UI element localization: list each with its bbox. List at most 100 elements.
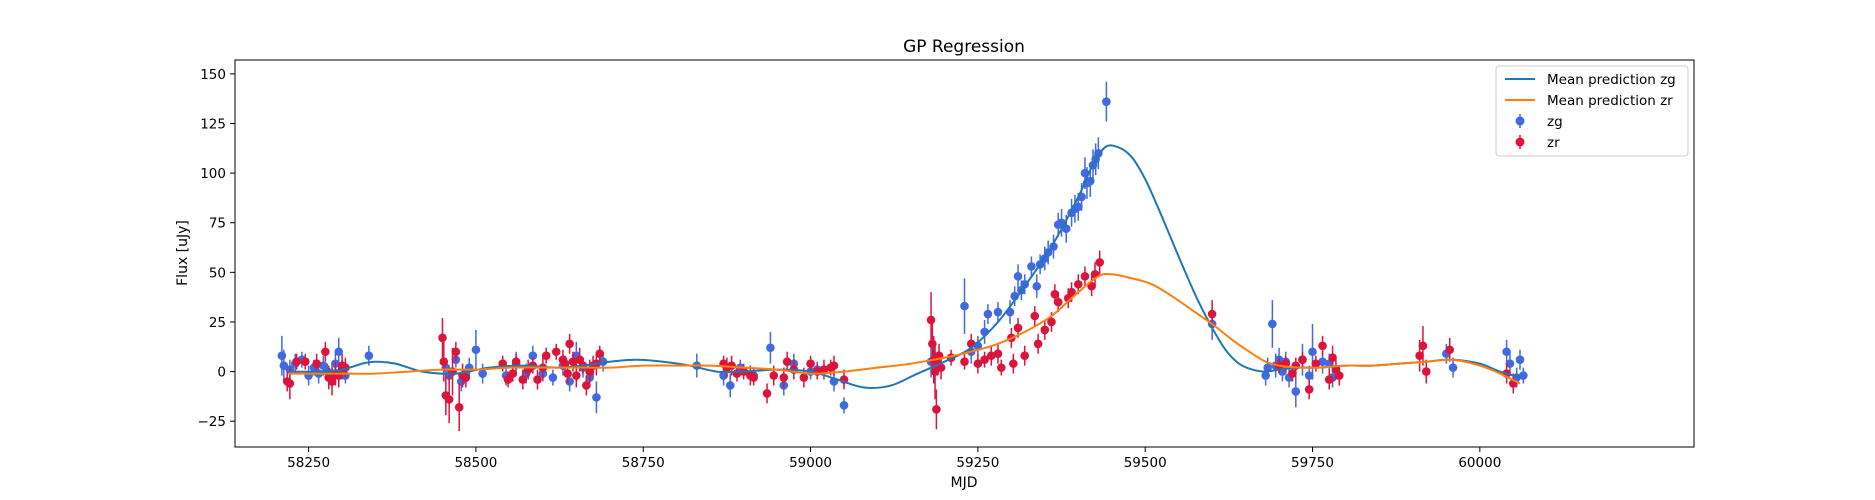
point-zr bbox=[806, 359, 815, 368]
point-zg bbox=[1263, 363, 1272, 372]
point-zr bbox=[1298, 355, 1307, 364]
point-zg bbox=[719, 371, 728, 380]
point-zr bbox=[819, 365, 829, 374]
point-zr bbox=[508, 369, 518, 378]
point-zr bbox=[829, 361, 839, 370]
point-zg bbox=[1502, 347, 1511, 357]
point-zr bbox=[1415, 351, 1424, 361]
x-tick-label: 59500 bbox=[1124, 455, 1167, 471]
point-zr bbox=[1047, 317, 1056, 327]
point-zg bbox=[725, 381, 735, 390]
point-zr bbox=[779, 373, 789, 382]
point-zg bbox=[960, 301, 969, 311]
plot-frame bbox=[234, 59, 1695, 448]
point-zr bbox=[454, 403, 464, 412]
point-zr bbox=[568, 357, 578, 366]
y-tick-label: 150 bbox=[200, 67, 226, 83]
point-zr bbox=[461, 373, 471, 382]
point-zg bbox=[766, 343, 775, 353]
point-zg bbox=[1448, 363, 1458, 372]
x-axis-label: MJD bbox=[951, 475, 978, 491]
point-zg bbox=[983, 309, 993, 319]
legend-label-mean-zg: Mean prediction zg bbox=[1547, 72, 1676, 88]
point-zr bbox=[1087, 281, 1096, 291]
x-tick-label: 58250 bbox=[287, 455, 330, 471]
point-zr bbox=[1288, 369, 1297, 378]
point-zr bbox=[1421, 367, 1431, 376]
point-zg bbox=[1268, 319, 1277, 329]
point-zr bbox=[1324, 375, 1334, 384]
point-zr bbox=[960, 357, 969, 366]
point-zr bbox=[563, 369, 572, 378]
point-zr bbox=[327, 377, 337, 386]
point-zr bbox=[503, 375, 513, 384]
point-zg bbox=[1032, 281, 1042, 291]
point-zr bbox=[518, 375, 528, 384]
point-zr bbox=[727, 361, 736, 370]
point-zr bbox=[1009, 359, 1018, 368]
point-zr bbox=[1445, 345, 1455, 355]
point-zr bbox=[993, 349, 1003, 359]
point-zr bbox=[1067, 287, 1076, 297]
point-zr bbox=[321, 347, 330, 357]
x-tick-label: 59750 bbox=[1291, 455, 1334, 471]
point-zr bbox=[444, 395, 454, 404]
point-zr bbox=[749, 373, 758, 382]
legend-box bbox=[1495, 65, 1689, 157]
point-zr bbox=[782, 357, 792, 366]
y-tick-label: 25 bbox=[209, 315, 226, 331]
point-zg bbox=[1061, 224, 1071, 233]
point-zg bbox=[478, 369, 487, 378]
point-zr bbox=[1095, 258, 1104, 267]
legend-label-zg: zg bbox=[1547, 114, 1563, 130]
plot-area bbox=[277, 81, 1528, 432]
x-tick-label: 60000 bbox=[1458, 455, 1501, 471]
y-tick-label: 125 bbox=[200, 117, 226, 133]
point-zg bbox=[839, 401, 849, 410]
point-zg bbox=[1505, 359, 1515, 368]
legend-label-zr: zr bbox=[1547, 135, 1560, 151]
point-zr bbox=[541, 351, 551, 361]
point-zr bbox=[1080, 272, 1090, 281]
legend-label-mean-zr: Mean prediction zr bbox=[1547, 93, 1673, 109]
chart-title: GP Regression bbox=[903, 37, 1025, 57]
point-zr bbox=[451, 347, 461, 357]
legend-swatch-zr-marker bbox=[1515, 137, 1525, 147]
point-zr bbox=[1073, 279, 1083, 289]
point-zr bbox=[799, 373, 809, 382]
x-tick-label: 59000 bbox=[789, 455, 832, 471]
point-zr bbox=[932, 404, 941, 414]
point-zg bbox=[548, 373, 558, 382]
point-zg bbox=[1519, 371, 1528, 380]
point-zr bbox=[300, 357, 310, 366]
point-zg bbox=[1308, 347, 1317, 357]
point-zg bbox=[1027, 262, 1036, 271]
point-zr bbox=[1050, 289, 1060, 299]
point-zr bbox=[1418, 341, 1428, 351]
legend: Mean prediction zg Mean prediction zr zg… bbox=[1495, 65, 1689, 157]
point-zr bbox=[1318, 341, 1327, 351]
point-zr bbox=[285, 379, 295, 388]
point-zg bbox=[471, 345, 481, 355]
point-zr bbox=[936, 363, 946, 372]
point-zr bbox=[292, 357, 301, 366]
point-zg bbox=[528, 351, 538, 361]
point-zg bbox=[364, 351, 374, 361]
x-tick-label: 59250 bbox=[956, 455, 999, 471]
point-zr bbox=[986, 351, 996, 361]
axes: 58250 58500 58750 59000 59250 59500 59750 60000… bbox=[198, 67, 1502, 471]
point-zr bbox=[511, 357, 521, 366]
point-zr bbox=[769, 371, 779, 380]
point-zg bbox=[1013, 272, 1023, 281]
point-zr bbox=[762, 389, 772, 398]
x-tick-label: 58500 bbox=[454, 455, 497, 471]
point-zg bbox=[1073, 202, 1083, 212]
point-zr bbox=[572, 371, 581, 380]
point-zr bbox=[926, 315, 936, 325]
legend-swatch-zg-marker bbox=[1515, 116, 1525, 126]
point-zr bbox=[595, 349, 605, 359]
point-zr bbox=[551, 347, 561, 357]
point-zr bbox=[533, 375, 542, 384]
line-mean-prediction-zr bbox=[288, 273, 1521, 385]
